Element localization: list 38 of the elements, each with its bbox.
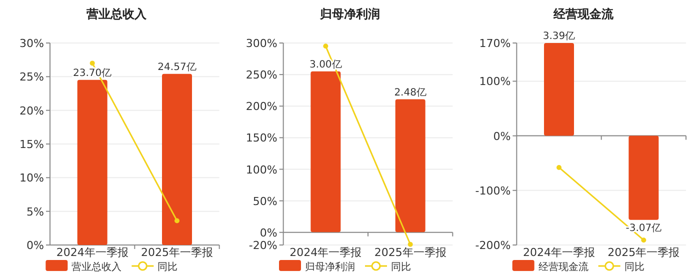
y-tick-label: 15% — [20, 138, 44, 151]
y-tick-label: 100% — [246, 163, 278, 176]
y-tick-label: 30% — [20, 37, 44, 50]
y-tick-label: 300% — [246, 37, 278, 50]
chart-title: 归母净利润 — [319, 7, 380, 21]
y-tick-label: 150% — [246, 132, 278, 145]
legend-label: 营业总收入 — [72, 261, 122, 272]
y-tick-label: 200% — [246, 100, 278, 114]
y-tick-label: -20% — [248, 239, 278, 252]
data-label: 24.57亿 — [158, 62, 196, 73]
x-tick-label: 2025年一季报 — [608, 246, 680, 259]
y-tick-label: 20% — [20, 104, 44, 118]
x-tick-label: 2025年一季报 — [374, 246, 446, 259]
y-tick-label: 0% — [260, 226, 278, 240]
data-label: 2.48亿 — [394, 87, 426, 98]
x-tick-label: 2024年一季报 — [290, 246, 362, 259]
y-tick-label: 0% — [26, 239, 44, 252]
y-tick-label: 10% — [20, 172, 44, 185]
y-tick-label: -100% — [475, 184, 511, 198]
chart-title: 经营现金流 — [552, 7, 614, 21]
legend-label: 同比 — [391, 261, 411, 272]
legend-label: 同比 — [624, 261, 644, 272]
y-tick-label: 25% — [20, 70, 44, 84]
legend-label: 归母净利润 — [305, 261, 355, 272]
y-tick-label: -200% — [475, 239, 511, 252]
legend-label: 经营现金流 — [538, 261, 588, 272]
x-tick-label: 2025年一季报 — [141, 246, 213, 259]
y-tick-label: 50% — [252, 194, 278, 208]
y-tick-label: 0% — [493, 130, 511, 143]
legend-label: 同比 — [158, 261, 178, 272]
y-tick-label: 5% — [26, 205, 44, 218]
chart-title: 营业总收入 — [86, 7, 148, 21]
y-tick-label: 100% — [479, 75, 511, 88]
x-tick-label: 2024年一季报 — [56, 246, 128, 259]
data-label: 3.39亿 — [542, 31, 576, 42]
y-tick-label: 170% — [479, 37, 511, 50]
x-tick-label: 2024年一季报 — [523, 246, 595, 259]
y-tick-label: 250% — [246, 68, 278, 82]
